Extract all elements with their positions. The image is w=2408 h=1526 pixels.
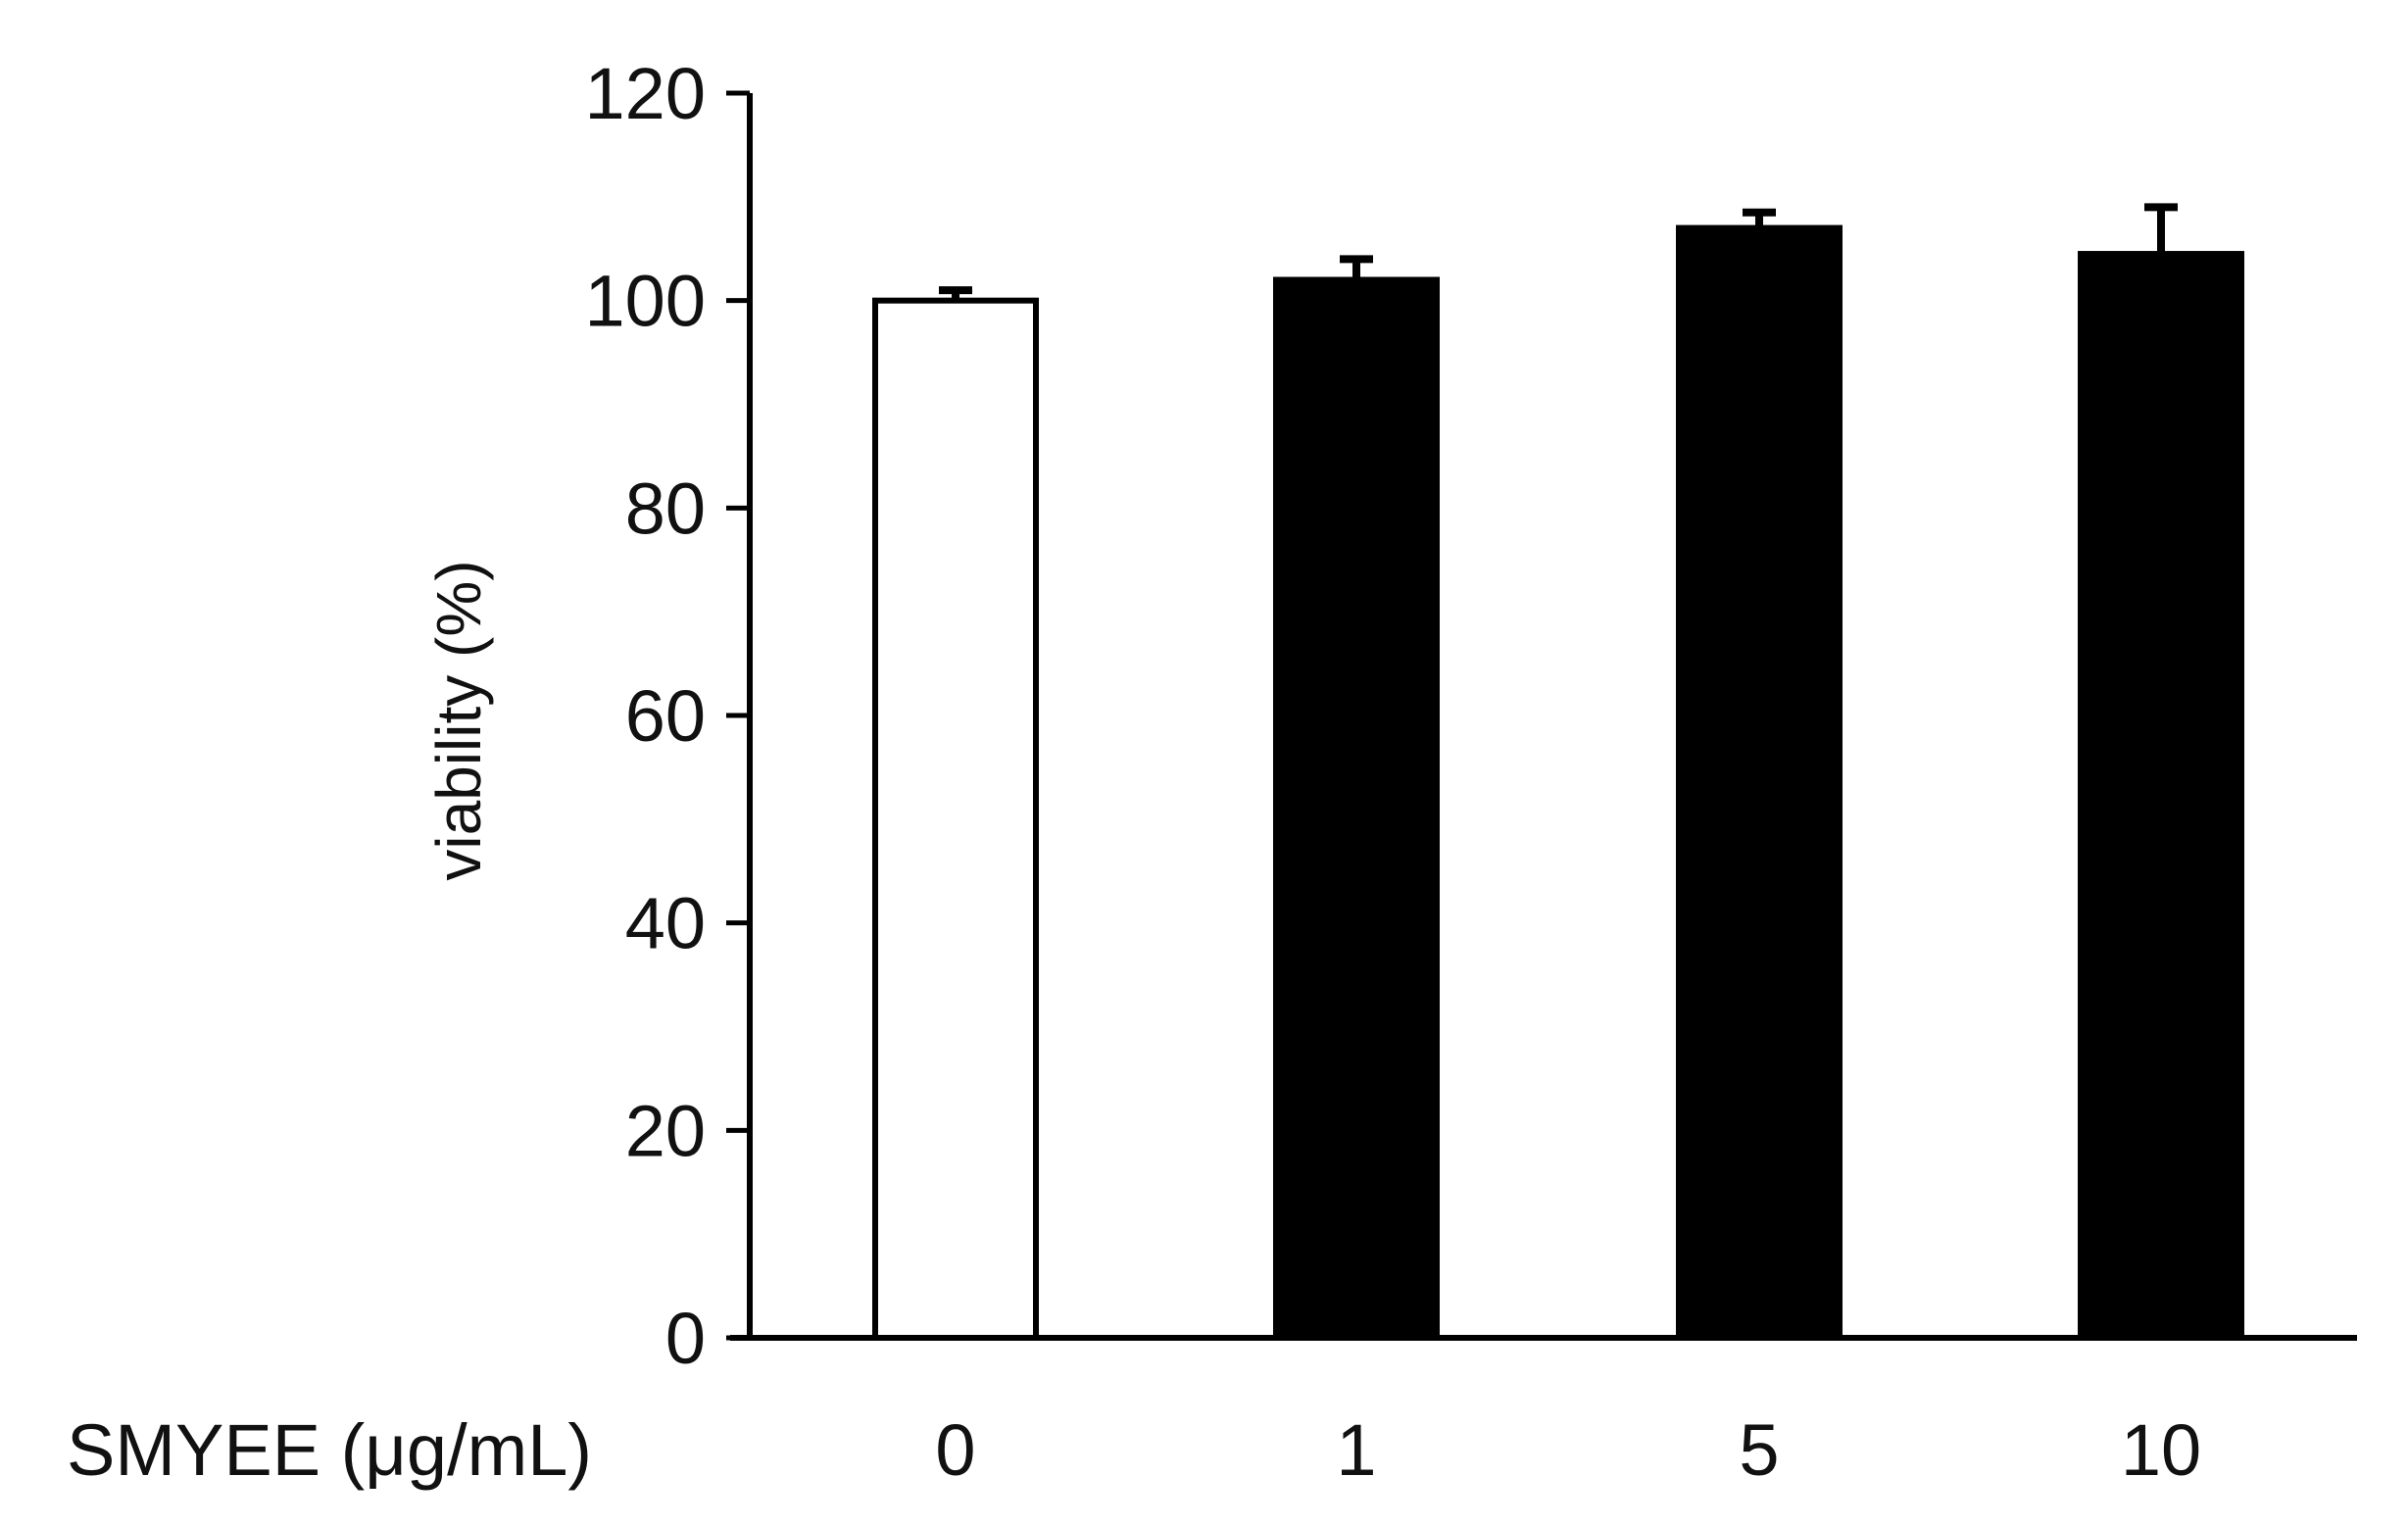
error-bars-layer <box>939 203 2178 301</box>
bar-1 <box>1273 276 1440 1341</box>
x-tick-label: 0 <box>935 1409 975 1491</box>
x-ticks-layer: 0 1 5 10 <box>935 1409 2201 1491</box>
x-tick-label: 5 <box>1739 1409 1779 1491</box>
y-ticks-layer: 0 20 40 60 80 100 120 <box>585 53 750 1379</box>
y-tick-label: 60 <box>625 675 706 757</box>
x-tick-label: 1 <box>1336 1409 1376 1491</box>
y-tick-label: 100 <box>585 261 706 342</box>
y-axis-title: viability (%) <box>423 560 494 880</box>
x-tick-label: 10 <box>2121 1409 2201 1491</box>
y-tick-label: 80 <box>625 468 706 549</box>
x-axis-title: SMYEE (μg/mL) <box>67 1409 592 1491</box>
y-tick-label: 20 <box>625 1090 706 1171</box>
y-tick-label: 0 <box>665 1298 706 1379</box>
bar-10 <box>2078 251 2244 1342</box>
bar-5 <box>1676 224 1843 1341</box>
bar-0 <box>872 297 1039 1342</box>
bars-layer <box>872 224 2244 1342</box>
y-tick-label: 120 <box>585 53 706 134</box>
y-tick-label: 40 <box>625 883 706 964</box>
